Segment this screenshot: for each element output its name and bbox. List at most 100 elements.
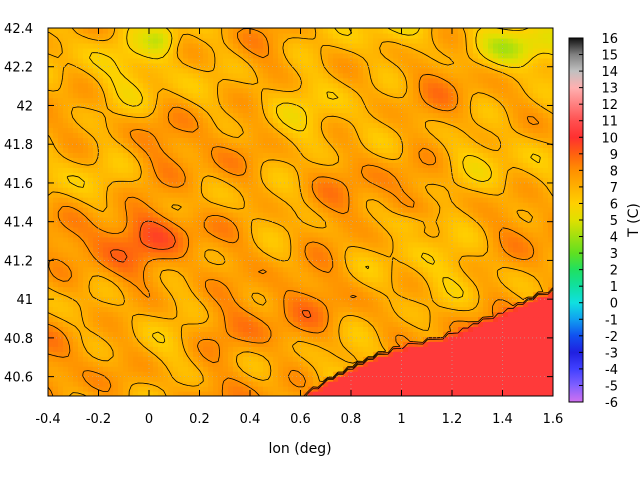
heatmap-cell — [198, 316, 204, 322]
heatmap-cell — [418, 346, 424, 352]
heatmap-cell — [103, 276, 109, 283]
heatmap-cell — [103, 316, 109, 322]
heatmap-cell — [523, 356, 529, 362]
heatmap-cell — [318, 212, 324, 218]
heatmap-cell — [408, 336, 414, 342]
heatmap-cell — [423, 261, 429, 268]
heatmap-cell — [323, 207, 329, 213]
heatmap-cell — [448, 281, 454, 288]
heatmap-cell — [308, 197, 314, 203]
heatmap-cell — [528, 381, 534, 387]
heatmap-cell — [383, 296, 389, 303]
heatmap-cell — [368, 361, 374, 367]
heatmap-cell — [283, 351, 289, 357]
heatmap-cell — [143, 246, 149, 253]
heatmap-cell — [488, 202, 494, 208]
heatmap-cell — [298, 187, 304, 193]
heatmap-cell — [258, 177, 264, 183]
heatmap-cell — [468, 271, 474, 278]
heatmap-cell — [58, 266, 64, 273]
heatmap-cell — [408, 291, 414, 298]
heatmap-cell — [108, 371, 114, 377]
heatmap-cell — [223, 381, 229, 387]
heatmap-cell — [408, 216, 414, 223]
heatmap-cell — [538, 246, 544, 253]
heatmap-cell — [48, 326, 54, 332]
heatmap-cell — [118, 381, 124, 387]
heatmap-cell — [178, 246, 184, 253]
heatmap-cell — [473, 207, 479, 213]
heatmap-cell — [263, 221, 269, 228]
heatmap-cell — [248, 202, 254, 208]
heatmap-cell — [518, 361, 524, 367]
heatmap-cell — [313, 281, 319, 288]
heatmap-cell — [153, 381, 159, 387]
heatmap-cell — [213, 296, 219, 303]
heatmap-cell — [118, 261, 124, 268]
heatmap-cell — [293, 311, 299, 318]
heatmap-cell — [478, 276, 484, 283]
heatmap-cell — [68, 301, 74, 308]
heatmap-cell — [118, 182, 124, 188]
heatmap-cell — [233, 311, 239, 318]
heatmap-cell — [278, 157, 284, 163]
heatmap-cell — [163, 187, 169, 193]
heatmap-cell — [153, 167, 159, 173]
heatmap-cell — [313, 291, 319, 298]
heatmap-cell — [133, 341, 139, 347]
heatmap-cell — [263, 371, 269, 377]
heatmap-cell — [368, 331, 374, 337]
heatmap-cell — [63, 207, 69, 213]
heatmap-cell — [353, 236, 359, 243]
heatmap-cell — [248, 197, 254, 203]
heatmap-cell — [383, 261, 389, 268]
heatmap-cell — [188, 197, 194, 203]
heatmap-cell — [438, 346, 444, 352]
heatmap-cell — [128, 326, 134, 332]
heatmap-cell — [533, 391, 539, 396]
heatmap-cell — [343, 356, 349, 362]
heatmap-cell — [68, 296, 74, 303]
heatmap-cell — [183, 241, 189, 248]
heatmap-cell — [493, 301, 499, 308]
heatmap-cell — [533, 177, 539, 183]
heatmap-cell — [233, 286, 239, 293]
heatmap-cell — [298, 251, 304, 258]
heatmap-cell — [473, 162, 479, 168]
heatmap-cell — [148, 281, 154, 288]
heatmap-cell — [273, 366, 279, 372]
heatmap-cell — [443, 241, 449, 248]
heatmap-cell — [293, 346, 299, 352]
heatmap-cell — [333, 326, 339, 332]
heatmap-cell — [508, 162, 514, 168]
heatmap-cell — [288, 251, 294, 258]
heatmap-cell — [498, 306, 504, 313]
heatmap-cell — [338, 381, 344, 387]
heatmap-cell — [358, 251, 364, 258]
heatmap-cell — [103, 241, 109, 248]
heatmap-cell — [468, 346, 474, 352]
heatmap-cell — [363, 296, 369, 303]
heatmap-cell — [198, 361, 204, 367]
heatmap-cell — [278, 386, 284, 392]
heatmap-cell — [53, 266, 59, 273]
heatmap-cell — [183, 371, 189, 377]
heatmap-cell — [493, 236, 499, 243]
heatmap-cell — [448, 256, 454, 263]
heatmap-cell — [508, 167, 514, 173]
heatmap-cell — [283, 256, 289, 263]
heatmap-cell — [98, 391, 104, 396]
heatmap-cell — [68, 336, 74, 342]
heatmap-cell — [478, 177, 484, 183]
heatmap-cell — [193, 306, 199, 313]
heatmap-cell — [443, 172, 449, 178]
heatmap-cell — [178, 361, 184, 367]
heatmap-cell — [128, 261, 134, 268]
heatmap-cell — [218, 266, 224, 273]
heatmap-cell — [298, 331, 304, 337]
heatmap-cell — [293, 266, 299, 273]
heatmap-cell — [548, 281, 553, 288]
heatmap-cell — [133, 192, 139, 198]
heatmap-cell — [508, 177, 514, 183]
heatmap-cell — [548, 376, 553, 382]
